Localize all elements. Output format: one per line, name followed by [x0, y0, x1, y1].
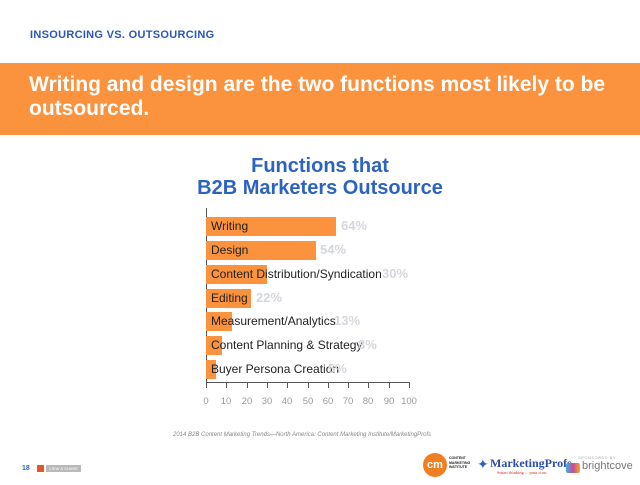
cmi-logo-text: CONTENT MARKETING INSTITUTE	[449, 456, 471, 469]
view-share-button[interactable]: VIEW & SHARE	[46, 465, 81, 472]
x-tick-label: 80	[362, 396, 374, 407]
bar-value: 8%	[358, 337, 377, 352]
bar-label: Editing	[211, 291, 248, 305]
bar	[206, 265, 267, 284]
bar-value: 22%	[256, 290, 283, 305]
bar-plot: Writing 64% Design 54% Content Distribut…	[206, 210, 410, 382]
x-tick	[267, 383, 268, 388]
bar-label: Buyer Persona Creation	[211, 362, 340, 376]
x-tick	[226, 383, 227, 388]
brightcove-logo-icon	[566, 463, 580, 473]
bar	[206, 289, 251, 308]
marketingprofs-bird-icon: ✦	[477, 456, 489, 472]
bar	[206, 360, 216, 379]
section-kicker: INSOURCING VS. OUTSOURCING	[30, 29, 215, 41]
x-tick	[389, 383, 390, 388]
headline: Writing and design are the two functions…	[29, 73, 606, 120]
x-tick	[287, 383, 288, 388]
x-tick	[328, 383, 329, 388]
bar-value: 13%	[334, 313, 361, 328]
share-icon[interactable]	[37, 465, 44, 472]
bar-value: 5%	[328, 361, 347, 376]
x-tick-label: 20	[241, 396, 253, 407]
x-tick-label: 40	[281, 396, 293, 407]
bar-value: 54%	[320, 242, 347, 257]
page-number: 18	[22, 465, 30, 472]
bar-label: Measurement/Analytics	[211, 314, 336, 328]
bar-value: 30%	[382, 266, 409, 281]
x-tick-label: 90	[383, 396, 395, 407]
bar	[206, 241, 316, 260]
x-axis-line	[206, 382, 410, 383]
bar-value: 64%	[341, 218, 368, 233]
bar-label: Design	[211, 243, 249, 257]
bar	[206, 336, 222, 355]
bar-label: Content Distribution/Syndication	[211, 267, 382, 281]
x-tick-label: 70	[342, 396, 354, 407]
headline-band: Writing and design are the two functions…	[0, 63, 640, 135]
x-tick-label: 60	[322, 396, 334, 407]
x-tick	[206, 383, 207, 388]
chart-title-line1: Functions that	[251, 155, 389, 177]
x-tick	[247, 383, 248, 388]
x-tick-label: 0	[203, 396, 209, 407]
cmi-logo-icon: cm	[423, 453, 447, 477]
marketingprofs-logo: MarketingProfs	[490, 456, 572, 470]
brightcove-logo: brightcove	[582, 460, 633, 472]
bar	[206, 312, 232, 331]
sponsored-by-label: SPONSORED BY	[578, 455, 617, 460]
marketingprofs-tagline: Smart thinking ... pass it on.	[497, 470, 548, 475]
x-tick-label: 30	[261, 396, 273, 407]
x-tick	[409, 383, 410, 388]
chart-title-line2: B2B Marketers Outsource	[197, 177, 443, 199]
x-tick	[348, 383, 349, 388]
chart-title: Functions that B2B Marketers Outsource	[0, 155, 640, 199]
source-citation: 2014 B2B Content Marketing Trends—North …	[173, 432, 432, 438]
x-tick	[308, 383, 309, 388]
bar	[206, 217, 336, 236]
bar-label: Writing	[211, 219, 249, 233]
x-tick	[368, 383, 369, 388]
bar-label: Content Planning & Strategy	[211, 338, 363, 352]
x-tick-label: 100	[401, 396, 417, 407]
x-tick-label: 50	[302, 396, 314, 407]
x-tick-label: 10	[220, 396, 232, 407]
